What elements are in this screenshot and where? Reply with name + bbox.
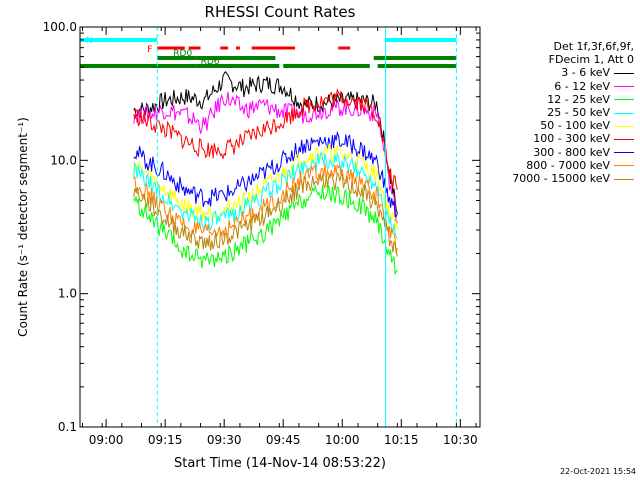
legend-entry: 50 - 100 keV: [512, 119, 634, 132]
legend-swatch: [614, 165, 634, 167]
legend-entry: 12 - 25 keV: [512, 93, 634, 106]
legend-entry: 800 - 7000 keV: [512, 159, 634, 172]
timestamp: 22-Oct-2021 15:54: [560, 467, 636, 476]
series-line-6-12-kev: [133, 91, 398, 225]
legend-swatch: [614, 72, 634, 74]
y-tick-label: 1.0: [58, 287, 77, 301]
series-line-100-300-kev: [133, 87, 398, 191]
legend-swatch: [614, 99, 634, 101]
legend-decimation-info: FDecim 1, Att 0: [548, 53, 634, 67]
flag-label-n: N: [86, 36, 93, 46]
x-tick-label: 09:15: [148, 433, 183, 447]
x-tick-label: 10:15: [384, 433, 419, 447]
legend-swatch: [614, 138, 634, 140]
legend-entries: 3 - 6 keV 6 - 12 keV 12 - 25 keV 25 - 50 ke…: [512, 66, 634, 185]
flag-label-f: F: [147, 45, 152, 55]
flag-label-rd0: RD0: [173, 49, 192, 59]
y-axis-label: Count Rate (s⁻¹ detector segment⁻¹): [16, 117, 30, 337]
x-tick-label: 10:00: [325, 433, 360, 447]
legend-entry-label: 100 - 300 keV: [533, 132, 610, 146]
legend-detector-info: Det 1f,3f,6f,9f,: [553, 40, 634, 53]
x-axis-label: Start Time (14-Nov-14 08:53:22): [174, 456, 386, 471]
x-tick-label: 09:45: [266, 433, 301, 447]
legend: Det 1f,3f,6f,9f, FDecim 1, Att 0 3 - 6 k…: [512, 40, 634, 185]
legend-swatch: [614, 112, 634, 114]
legend-swatch: [614, 86, 634, 88]
x-tick-label: 09:30: [207, 433, 242, 447]
legend-entry: 3 - 6 keV: [512, 66, 634, 79]
series-line-50-100-kev: [133, 143, 398, 231]
plot-series: [133, 71, 398, 276]
x-tick-label: 10:30: [443, 433, 478, 447]
legend-entry: 100 - 300 keV: [512, 132, 634, 145]
axes: 09:00 09:15 09:30 09:45 10:00 10:15 10:30 0.1 1.…: [43, 20, 480, 447]
legend-entry: 25 - 50 keV: [512, 106, 634, 119]
legend-swatch: [614, 125, 634, 127]
y-tick-label: 0.1: [58, 420, 77, 434]
series-line-300-800-kev: [133, 130, 398, 218]
y-tick-label: 100.0: [43, 20, 77, 34]
legend-entry-label: 300 - 800 keV: [533, 145, 610, 159]
flag-label-rd6: RD6: [201, 57, 220, 67]
chart-title: RHESSI Count Rates: [205, 3, 356, 21]
legend-entry-label: 25 - 50 keV: [547, 106, 610, 120]
legend-entry: 300 - 800 keV: [512, 146, 634, 159]
legend-entry: 6 - 12 keV: [512, 80, 634, 93]
legend-entry-label: 800 - 7000 keV: [526, 158, 610, 172]
legend-swatch: [614, 178, 634, 180]
time-markers: [156, 27, 457, 427]
legend-entry: 7000 - 15000 keV: [512, 172, 634, 185]
plot-frame: [79, 26, 481, 428]
legend-entry-label: 7000 - 15000 keV: [512, 172, 610, 186]
series-line-7000-15000-kev: [133, 171, 398, 257]
series-line-25-50-kev: [133, 152, 398, 239]
series-line-12-25-kev: [133, 184, 398, 276]
series-line-800-7000-kev: [133, 163, 398, 254]
y-tick-label: 10.0: [50, 153, 77, 167]
legend-entry-label: 3 - 6 keV: [561, 66, 610, 80]
legend-swatch: [614, 152, 634, 154]
flag-bars: N F RD0 RD6: [80, 36, 457, 68]
legend-entry-label: 50 - 100 keV: [540, 119, 610, 133]
legend-entry-label: 6 - 12 keV: [554, 79, 610, 93]
legend-entry-label: 12 - 25 keV: [547, 92, 610, 106]
x-tick-label: 09:00: [89, 433, 124, 447]
